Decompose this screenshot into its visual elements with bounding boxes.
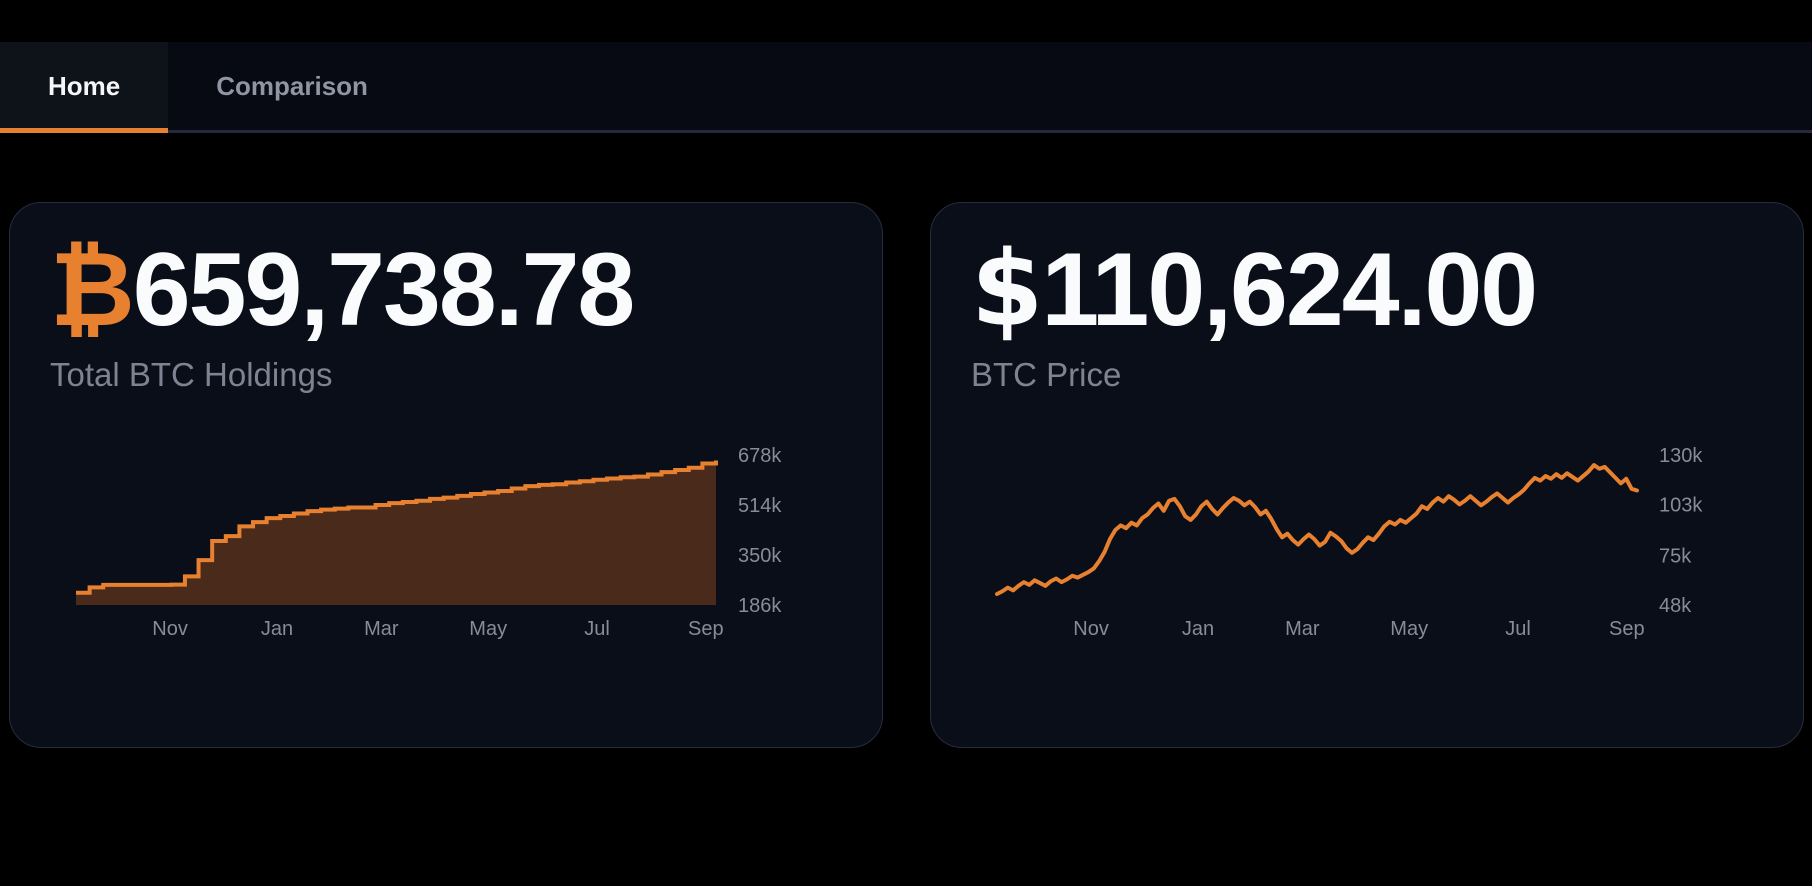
holdings-value: ₿659,738.78 <box>50 233 842 346</box>
svg-text:Jan: Jan <box>1182 618 1214 640</box>
holdings-chart: 678k 514k 350k 186k Nov Jan Mar May Jul Sep <box>76 445 782 640</box>
holdings-amount: 659,738.78 <box>132 232 636 348</box>
svg-text:186k: 186k <box>738 595 782 617</box>
svg-text:Jan: Jan <box>261 618 293 640</box>
svg-text:Nov: Nov <box>152 618 188 640</box>
svg-text:75k: 75k <box>1659 546 1692 568</box>
price-card: $110,624.00 BTC Price 130k 103k 75k 48k Nov J… <box>930 202 1804 748</box>
tab-comparison-label: Comparison <box>216 70 368 101</box>
price-label: BTC Price <box>971 356 1122 394</box>
svg-text:103k: 103k <box>1659 495 1703 517</box>
svg-text:48k: 48k <box>1659 595 1692 617</box>
svg-text:May: May <box>1390 618 1428 640</box>
price-amount: 110,624.00 <box>1041 232 1538 348</box>
svg-text:130k: 130k <box>1659 445 1703 467</box>
price-value: $110,624.00 <box>971 233 1763 346</box>
dashboard: Home Comparison ₿659,738.78 Total BTC Ho… <box>0 42 1812 886</box>
svg-text:514k: 514k <box>738 495 782 517</box>
holdings-card: ₿659,738.78 Total BTC Holdings 678k 514k 3… <box>9 202 883 748</box>
tab-bar: Home Comparison <box>0 42 1812 133</box>
svg-text:Sep: Sep <box>688 618 724 640</box>
usd-symbol: $ <box>971 228 1043 350</box>
svg-text:Mar: Mar <box>364 618 399 640</box>
svg-text:Sep: Sep <box>1609 618 1645 640</box>
btc-symbol: ₿ <box>50 228 135 350</box>
tab-home[interactable]: Home <box>0 42 169 133</box>
svg-text:350k: 350k <box>738 545 782 567</box>
svg-text:Mar: Mar <box>1285 618 1320 640</box>
tab-home-label: Home <box>48 70 121 101</box>
tab-comparison[interactable]: Comparison <box>168 42 416 130</box>
svg-text:678k: 678k <box>738 445 782 467</box>
holdings-label: Total BTC Holdings <box>50 356 333 394</box>
cards-row: ₿659,738.78 Total BTC Holdings 678k 514k 3… <box>0 202 1812 748</box>
svg-text:May: May <box>469 618 507 640</box>
svg-text:Jul: Jul <box>1505 618 1531 640</box>
svg-text:Nov: Nov <box>1073 618 1109 640</box>
svg-text:Jul: Jul <box>584 618 610 640</box>
price-chart: 130k 103k 75k 48k Nov Jan Mar May Jul Sep <box>995 445 1703 640</box>
